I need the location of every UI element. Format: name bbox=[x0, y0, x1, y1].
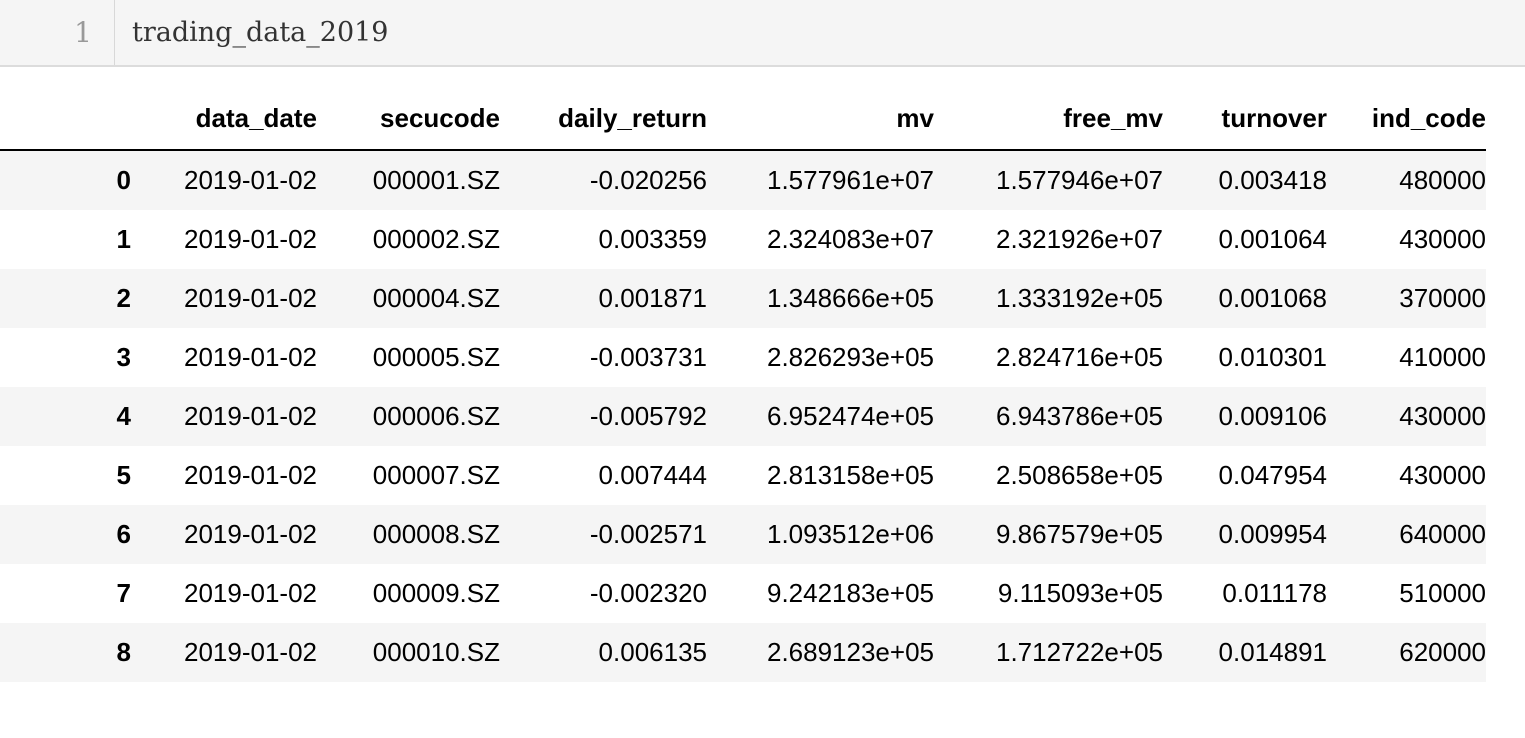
column-header-secucode: secucode bbox=[317, 87, 500, 151]
cell-data-date: 2019-01-02 bbox=[184, 342, 317, 372]
cell-turnover: 0.011178 bbox=[1222, 578, 1327, 608]
table-row: 2 2019-01-02 000004.SZ 0.001871 1.348666e+05… bbox=[0, 269, 1486, 328]
cell-turnover: 0.009106 bbox=[1218, 401, 1327, 431]
cell-daily-return: -0.003731 bbox=[589, 342, 707, 372]
cell-ind-code: 430000 bbox=[1399, 224, 1486, 254]
column-header-ind-code: ind_code bbox=[1327, 87, 1486, 151]
header-row: data_date secucode daily_return mv free_mv tu… bbox=[0, 87, 1486, 151]
cell-mv: 1.577961e+07 bbox=[766, 165, 934, 195]
cell-daily-return: 0.007444 bbox=[598, 460, 707, 490]
column-header-daily-return: daily_return bbox=[500, 87, 707, 151]
cell-daily-return: -0.002571 bbox=[589, 519, 707, 549]
index-header bbox=[0, 87, 131, 151]
cell-turnover: 0.003418 bbox=[1218, 165, 1327, 195]
line-number: 1 bbox=[0, 0, 115, 65]
cell-data-date: 2019-01-02 bbox=[184, 283, 317, 313]
cell-output: data_date secucode daily_return mv free_mv tu… bbox=[0, 67, 1525, 738]
cell-ind-code: 510000 bbox=[1399, 578, 1486, 608]
cell-free-mv: 6.943786e+05 bbox=[995, 401, 1163, 431]
cell-daily-return: 0.006135 bbox=[598, 637, 707, 667]
table-row: 6 2019-01-02 000008.SZ -0.002571 1.093512e+0… bbox=[0, 505, 1486, 564]
row-index: 3 bbox=[116, 342, 131, 372]
cell-secucode: 000002.SZ bbox=[372, 224, 500, 254]
cell-free-mv: 1.712722e+05 bbox=[995, 637, 1163, 667]
cell-turnover: 0.009954 bbox=[1218, 519, 1327, 549]
cell-daily-return: -0.020256 bbox=[589, 165, 707, 195]
column-header-data-date: data_date bbox=[131, 87, 317, 151]
row-index: 0 bbox=[116, 165, 131, 195]
table-body: 0 2019-01-02 000001.SZ -0.020256 1.577961e+0… bbox=[0, 150, 1486, 682]
cell-data-date: 2019-01-02 bbox=[184, 165, 317, 195]
cell-mv: 2.813158e+05 bbox=[766, 460, 934, 490]
dataframe-table: data_date secucode daily_return mv free_mv tu… bbox=[0, 87, 1486, 682]
cell-mv: 9.242183e+05 bbox=[766, 578, 934, 608]
cell-mv: 1.093512e+06 bbox=[766, 519, 934, 549]
cell-data-date: 2019-01-02 bbox=[184, 460, 317, 490]
cell-secucode: 000001.SZ bbox=[372, 165, 500, 195]
cell-free-mv: 2.824716e+05 bbox=[995, 342, 1163, 372]
row-index: 6 bbox=[116, 519, 131, 549]
cell-secucode: 000007.SZ bbox=[372, 460, 500, 490]
row-index: 7 bbox=[116, 578, 131, 608]
column-header-free-mv: free_mv bbox=[934, 87, 1163, 151]
cell-turnover: 0.001064 bbox=[1218, 224, 1327, 254]
cell-daily-return: -0.005792 bbox=[589, 401, 707, 431]
cell-mv: 2.826293e+05 bbox=[766, 342, 934, 372]
cell-ind-code: 430000 bbox=[1399, 401, 1486, 431]
cell-mv: 6.952474e+05 bbox=[766, 401, 934, 431]
cell-free-mv: 1.577946e+07 bbox=[995, 165, 1163, 195]
cell-data-date: 2019-01-02 bbox=[184, 578, 317, 608]
table-row: 4 2019-01-02 000006.SZ -0.005792 6.952474e+0… bbox=[0, 387, 1486, 446]
cell-ind-code: 480000 bbox=[1399, 165, 1486, 195]
cell-ind-code: 410000 bbox=[1399, 342, 1486, 372]
row-index: 8 bbox=[116, 637, 131, 667]
cell-secucode: 000010.SZ bbox=[372, 637, 500, 667]
table-row: 8 2019-01-02 000010.SZ 0.006135 2.689123e+05… bbox=[0, 623, 1486, 682]
cell-free-mv: 2.321926e+07 bbox=[995, 224, 1163, 254]
row-index: 5 bbox=[116, 460, 131, 490]
table-row: 3 2019-01-02 000005.SZ -0.003731 2.826293e+0… bbox=[0, 328, 1486, 387]
cell-daily-return: -0.002320 bbox=[589, 578, 707, 608]
table-row: 5 2019-01-02 000007.SZ 0.007444 2.813158e+05… bbox=[0, 446, 1486, 505]
cell-daily-return: 0.001871 bbox=[598, 283, 707, 313]
cell-free-mv: 1.333192e+05 bbox=[995, 283, 1163, 313]
cell-ind-code: 370000 bbox=[1399, 283, 1486, 313]
cell-ind-code: 620000 bbox=[1399, 637, 1486, 667]
row-index: 1 bbox=[116, 224, 131, 254]
cell-turnover: 0.047954 bbox=[1218, 460, 1327, 490]
cell-mv: 1.348666e+05 bbox=[766, 283, 934, 313]
table-row: 1 2019-01-02 000002.SZ 0.003359 2.324083e+07… bbox=[0, 210, 1486, 269]
cell-daily-return: 0.003359 bbox=[598, 224, 707, 254]
cell-free-mv: 9.867579e+05 bbox=[995, 519, 1163, 549]
cell-free-mv: 9.115093e+05 bbox=[997, 578, 1163, 608]
cell-secucode: 000004.SZ bbox=[372, 283, 500, 313]
row-index: 2 bbox=[116, 283, 131, 313]
cell-secucode: 000009.SZ bbox=[372, 578, 500, 608]
cell-mv: 2.324083e+07 bbox=[766, 224, 934, 254]
table-row: 7 2019-01-02 000009.SZ -0.002320 9.242183e+0… bbox=[0, 564, 1486, 623]
cell-secucode: 000005.SZ bbox=[372, 342, 500, 372]
column-header-mv: mv bbox=[707, 87, 934, 151]
code-text[interactable]: trading_data_2019 bbox=[132, 17, 389, 48]
row-index: 4 bbox=[116, 401, 131, 431]
cell-ind-code: 640000 bbox=[1399, 519, 1486, 549]
column-header-turnover: turnover bbox=[1163, 87, 1327, 151]
cell-data-date: 2019-01-02 bbox=[184, 519, 317, 549]
cell-turnover: 0.014891 bbox=[1218, 637, 1327, 667]
cell-data-date: 2019-01-02 bbox=[184, 637, 317, 667]
cell-ind-code: 430000 bbox=[1399, 460, 1486, 490]
cell-turnover: 0.010301 bbox=[1218, 342, 1327, 372]
cell-data-date: 2019-01-02 bbox=[184, 401, 317, 431]
cell-free-mv: 2.508658e+05 bbox=[995, 460, 1163, 490]
cell-turnover: 0.001068 bbox=[1218, 283, 1327, 313]
cell-secucode: 000006.SZ bbox=[372, 401, 500, 431]
cell-data-date: 2019-01-02 bbox=[184, 224, 317, 254]
code-cell[interactable]: 1 trading_data_2019 bbox=[0, 0, 1525, 67]
table-row: 0 2019-01-02 000001.SZ -0.020256 1.577961e+0… bbox=[0, 150, 1486, 210]
cell-secucode: 000008.SZ bbox=[372, 519, 500, 549]
cell-mv: 2.689123e+05 bbox=[766, 637, 934, 667]
